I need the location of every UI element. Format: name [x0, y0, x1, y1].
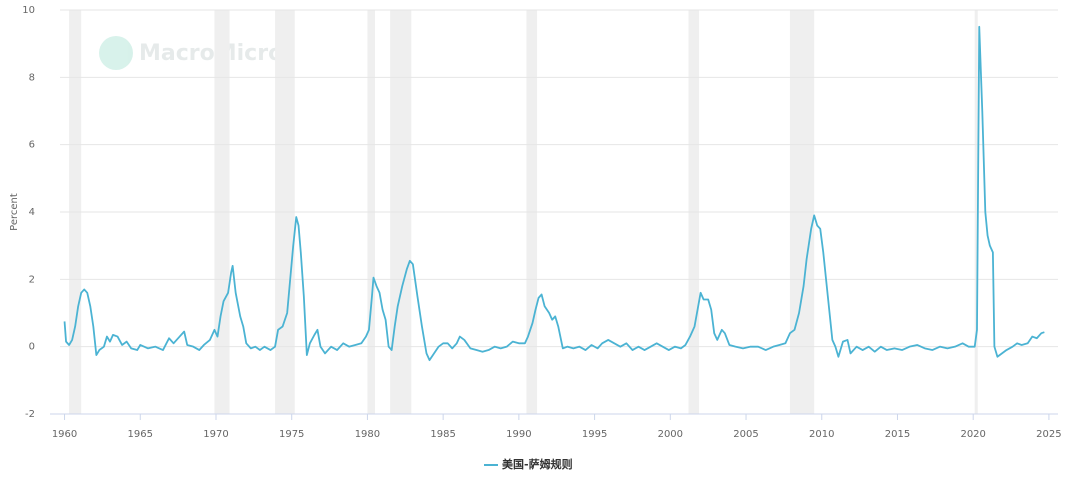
x-tick-label: 2025 — [1036, 429, 1061, 440]
x-tick-label: 1970 — [203, 429, 228, 440]
x-tick-label: 1965 — [128, 429, 153, 440]
data-line — [63, 25, 1045, 362]
y-tick-label: 6 — [29, 140, 35, 151]
x-tick-label: 1975 — [279, 429, 304, 440]
watermark-text: MacroMicro — [139, 41, 283, 66]
x-tick-label: 1990 — [506, 429, 531, 440]
x-tick-label: 2000 — [658, 429, 683, 440]
y-tick-label: 0 — [29, 342, 35, 353]
y-tick-label: 10 — [22, 5, 35, 16]
x-tick-label: 1960 — [52, 429, 77, 440]
watermark-icon — [99, 36, 133, 70]
x-tick-label: 1985 — [430, 429, 455, 440]
x-tick-label: 2015 — [885, 429, 910, 440]
x-tick-label: 2005 — [733, 429, 758, 440]
x-tick-label: 2020 — [960, 429, 985, 440]
y-tick-label: 8 — [29, 72, 35, 83]
y-tick-label: -2 — [25, 409, 35, 420]
y-tick-label: 4 — [29, 207, 35, 218]
y-axis-label: Percent — [9, 193, 20, 231]
legend-label: 美国-萨姆规则 — [502, 457, 573, 471]
x-tick-label: 1995 — [582, 429, 607, 440]
x-tick-label: 1980 — [355, 429, 380, 440]
watermark: MacroMicro — [99, 36, 283, 70]
y-tick-label: 2 — [29, 274, 35, 285]
x-tick-label: 2010 — [809, 429, 834, 440]
